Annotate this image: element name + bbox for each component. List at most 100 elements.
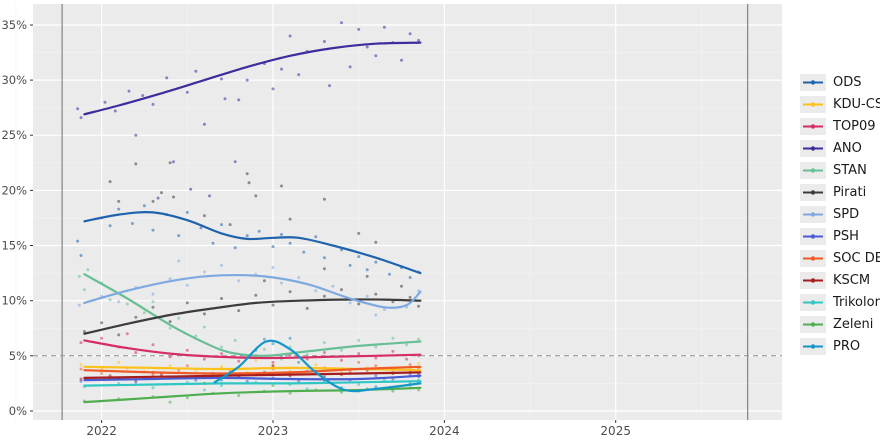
data-point	[237, 394, 241, 397]
data-point	[322, 197, 326, 201]
data-point	[134, 315, 138, 319]
data-point	[168, 326, 172, 330]
data-point	[223, 97, 227, 101]
data-point	[177, 259, 181, 263]
legend-item-soc-dem[interactable]: SOC DEM	[800, 247, 880, 269]
data-point	[382, 25, 386, 29]
data-point	[288, 34, 292, 38]
data-point	[340, 288, 343, 292]
legend-item-kscm[interactable]: KSCM	[800, 269, 880, 291]
data-point	[288, 336, 292, 340]
data-point	[348, 65, 352, 69]
data-point	[220, 297, 223, 300]
data-point	[108, 298, 112, 302]
legend-item-pirati[interactable]: Pirati	[800, 181, 880, 203]
x-axis-tick-label: 2024	[429, 424, 460, 438]
data-point	[142, 204, 146, 208]
data-point	[113, 109, 117, 113]
data-point	[168, 355, 172, 359]
y-axis-tick-label: 0%	[9, 404, 27, 418]
legend-item-zeleni[interactable]: Zeleni	[800, 313, 880, 335]
y-axis-tick-label: 15%	[1, 239, 27, 253]
data-point	[314, 363, 318, 367]
legend-item-ano[interactable]: ANO	[800, 137, 880, 159]
data-point	[76, 107, 80, 111]
data-point	[79, 367, 83, 371]
data-point	[103, 100, 107, 104]
data-point	[233, 338, 237, 342]
data-point	[417, 38, 421, 42]
data-point	[247, 181, 251, 185]
data-point	[79, 363, 83, 367]
data-point	[151, 199, 155, 203]
data-point	[271, 87, 275, 91]
data-point	[245, 172, 249, 176]
data-point	[220, 365, 223, 369]
data-point	[382, 308, 386, 311]
data-point	[185, 364, 189, 368]
data-point	[142, 311, 146, 315]
data-point	[177, 234, 181, 238]
legend-item-trikolora[interactable]: Trikolora	[800, 291, 880, 313]
data-point	[417, 388, 421, 392]
data-point	[168, 161, 172, 165]
data-point	[100, 336, 104, 340]
data-point	[374, 385, 378, 389]
y-axis-tick-label: 5%	[9, 349, 27, 363]
data-point	[280, 233, 283, 236]
data-point	[322, 341, 326, 345]
data-point	[391, 389, 395, 393]
legend-item-label: STAN	[833, 162, 867, 178]
data-point	[271, 342, 275, 346]
data-point	[365, 268, 369, 272]
trend-line-ano	[83, 41, 422, 116]
scatter-top09	[79, 332, 421, 364]
x-axis-tick-label: 2022	[86, 424, 117, 438]
data-point	[172, 160, 175, 164]
data-point	[297, 73, 301, 77]
data-point	[374, 356, 378, 360]
data-point	[365, 294, 369, 298]
data-point	[237, 279, 241, 283]
data-point	[245, 379, 249, 383]
trend-line-pro	[213, 339, 422, 393]
y-axis-tick-label: 10%	[1, 294, 27, 308]
data-point	[151, 305, 155, 309]
legend-item-stan[interactable]: STAN	[800, 159, 880, 181]
legend-key-icon	[800, 73, 826, 91]
data-point	[202, 325, 206, 329]
data-point	[340, 358, 343, 362]
data-point	[151, 102, 155, 106]
legend-item-ods[interactable]: ODS	[800, 71, 880, 93]
legend-item-label: KDU-CSL	[833, 96, 880, 112]
legend-item-top09[interactable]: TOP09	[800, 115, 880, 137]
data-point	[254, 194, 258, 198]
legend-key-icon	[800, 205, 826, 223]
data-point	[185, 396, 189, 400]
legend-item-psh[interactable]: PSH	[800, 225, 880, 247]
legend-item-spd[interactable]: SPD	[800, 203, 880, 225]
legend-item-label: ODS	[833, 74, 862, 90]
data-point	[374, 260, 378, 264]
data-point	[108, 224, 112, 228]
data-point	[168, 277, 172, 281]
data-point	[357, 383, 361, 386]
data-point	[374, 240, 378, 244]
legend-item-pro[interactable]: PRO	[800, 335, 880, 357]
legend-item-label: Zeleni	[833, 316, 874, 332]
data-point	[151, 343, 155, 347]
data-point	[194, 69, 198, 73]
data-point	[130, 222, 134, 225]
data-point	[322, 40, 326, 43]
data-point	[322, 256, 326, 260]
data-point	[172, 195, 175, 199]
data-point	[328, 84, 331, 88]
data-point	[168, 320, 172, 324]
legend-item-kdu-csl[interactable]: KDU-CSL	[800, 93, 880, 115]
trend-line-stan	[83, 273, 422, 357]
data-point	[79, 379, 83, 383]
data-point	[233, 246, 237, 250]
scatter-pirati	[82, 161, 421, 337]
legend-key-icon	[800, 183, 826, 201]
